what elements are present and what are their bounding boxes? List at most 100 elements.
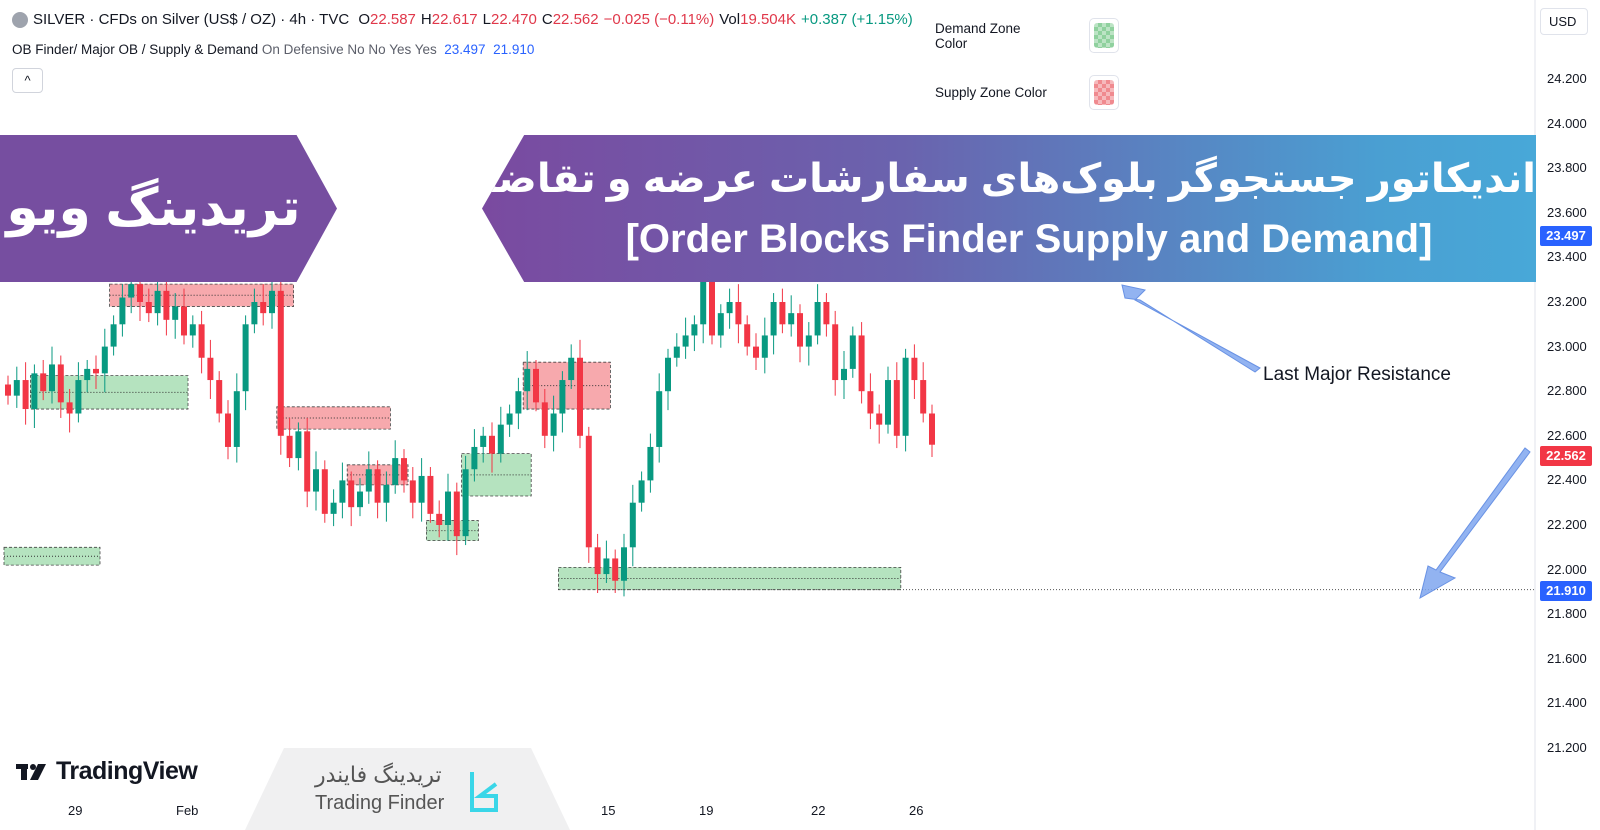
candle-body bbox=[920, 380, 927, 414]
price-tick: 21.200 bbox=[1547, 740, 1587, 755]
supply-zone-label: Supply Zone Color bbox=[935, 85, 1047, 100]
candle-body bbox=[357, 491, 363, 508]
time-tick: 19 bbox=[699, 803, 714, 818]
resistance-annotation: Last Major Resistance bbox=[1263, 364, 1451, 385]
indicator-name[interactable]: OB Finder/ Major OB / Supply & Demand bbox=[12, 42, 259, 57]
candle-body bbox=[471, 446, 478, 470]
candle-body bbox=[797, 313, 803, 347]
collapse-legend-button[interactable]: ^ bbox=[12, 68, 43, 93]
candle-body bbox=[49, 364, 55, 392]
candle-body bbox=[93, 368, 99, 374]
candle-body bbox=[330, 502, 337, 514]
candle-body bbox=[233, 391, 240, 447]
supply-color-swatch[interactable] bbox=[1089, 75, 1119, 110]
candle-body bbox=[717, 313, 724, 336]
candle-body bbox=[75, 380, 82, 414]
candle-body bbox=[629, 502, 636, 548]
candle-body bbox=[128, 284, 135, 298]
candle-body bbox=[577, 357, 583, 436]
time-tick: 15 bbox=[601, 803, 616, 818]
candle-body bbox=[22, 380, 29, 410]
candle-body bbox=[744, 324, 751, 347]
candle-body bbox=[682, 335, 689, 347]
candle-body bbox=[559, 380, 566, 414]
candle-body bbox=[31, 373, 38, 410]
candle-body bbox=[392, 458, 399, 485]
price-tick: 22.800 bbox=[1547, 383, 1587, 399]
tradingview-wordmark: TradingView bbox=[56, 757, 198, 785]
candle-body bbox=[313, 469, 319, 492]
candle-body bbox=[101, 346, 108, 374]
close-label: C bbox=[541, 11, 553, 28]
time-tick: 26 bbox=[909, 803, 924, 818]
candle-body bbox=[277, 290, 284, 436]
candle-body bbox=[225, 413, 231, 447]
trading-finder-watermark: تریدینگ فایندر Trading Finder bbox=[245, 748, 570, 830]
change-value: −0.025 (−0.11%) bbox=[603, 11, 715, 28]
candle-body bbox=[409, 480, 416, 503]
candle-body bbox=[137, 284, 143, 302]
candle-body bbox=[172, 306, 179, 320]
candle-body bbox=[181, 306, 187, 336]
price-tick: 22.200 bbox=[1547, 517, 1587, 532]
last-price-badge: 22.562 bbox=[1540, 446, 1592, 467]
candle-body bbox=[832, 324, 839, 381]
symbol-title[interactable]: SILVER · CFDs on Silver (US$ / OZ) · 4h … bbox=[33, 11, 350, 28]
candle-body bbox=[13, 380, 20, 396]
indicator-legend[interactable]: OB Finder/ Major OB / Supply & Demand On… bbox=[12, 42, 534, 57]
price-tick: 22.000 bbox=[1547, 561, 1587, 577]
candle-body bbox=[242, 324, 249, 392]
open-value: 22.587 bbox=[370, 11, 416, 28]
candle-body bbox=[436, 513, 443, 525]
candle-body bbox=[506, 413, 513, 425]
candle-body bbox=[735, 302, 742, 325]
indicator-params: On Defensive No No Yes Yes bbox=[261, 42, 437, 57]
candle-body bbox=[145, 302, 152, 314]
candle-body bbox=[691, 324, 698, 336]
candle-body bbox=[207, 357, 214, 381]
demand-zone-legend: Demand Zone Color bbox=[935, 18, 1119, 53]
demand-zone bbox=[425, 520, 479, 542]
candle-body bbox=[286, 435, 293, 459]
price-tick: 22.400 bbox=[1547, 472, 1587, 488]
supply-zone-legend: Supply Zone Color bbox=[935, 75, 1119, 110]
candle-body bbox=[805, 335, 812, 347]
candle-body bbox=[524, 368, 531, 392]
candle-body bbox=[198, 324, 205, 358]
candle-body bbox=[154, 290, 161, 314]
candle-body bbox=[638, 480, 645, 503]
low-label: L bbox=[482, 11, 491, 28]
candle-body bbox=[462, 469, 469, 537]
candle-body bbox=[321, 469, 328, 514]
candle-body bbox=[163, 290, 170, 320]
currency-button[interactable]: USD bbox=[1540, 8, 1588, 35]
candle-body bbox=[849, 335, 856, 369]
high-value: 22.617 bbox=[431, 11, 478, 28]
candle-body bbox=[453, 491, 460, 537]
candle-body bbox=[603, 558, 610, 575]
demand-color-swatch[interactable] bbox=[1089, 18, 1119, 53]
candle-body bbox=[489, 435, 495, 454]
candle-body bbox=[709, 246, 715, 336]
price-tick: 23.800 bbox=[1547, 160, 1587, 176]
candle-body bbox=[427, 475, 434, 514]
price-tick: 24.200 bbox=[1547, 71, 1587, 86]
candle-body bbox=[550, 413, 557, 436]
tradingview-logo[interactable]: TradingView bbox=[16, 757, 198, 786]
candle-body bbox=[66, 402, 73, 414]
candle-body bbox=[541, 402, 548, 436]
candle-body bbox=[594, 547, 601, 575]
candle-body bbox=[779, 302, 786, 325]
vol-change: +0.387 (+1.15%) bbox=[801, 11, 913, 28]
price-tick: 23.400 bbox=[1547, 249, 1587, 265]
symbol-header: SILVER · CFDs on Silver (US$ / OZ) · 4h … bbox=[12, 11, 913, 28]
indicator-value-1: 23.497 bbox=[444, 42, 486, 57]
candle-body bbox=[621, 547, 627, 581]
arrow-to-resistance-icon bbox=[1121, 284, 1261, 373]
price-tick: 21.400 bbox=[1547, 695, 1587, 711]
candle-body bbox=[761, 335, 768, 358]
candle-body bbox=[568, 357, 575, 381]
candle-body bbox=[585, 435, 592, 548]
candle-body bbox=[885, 380, 891, 425]
